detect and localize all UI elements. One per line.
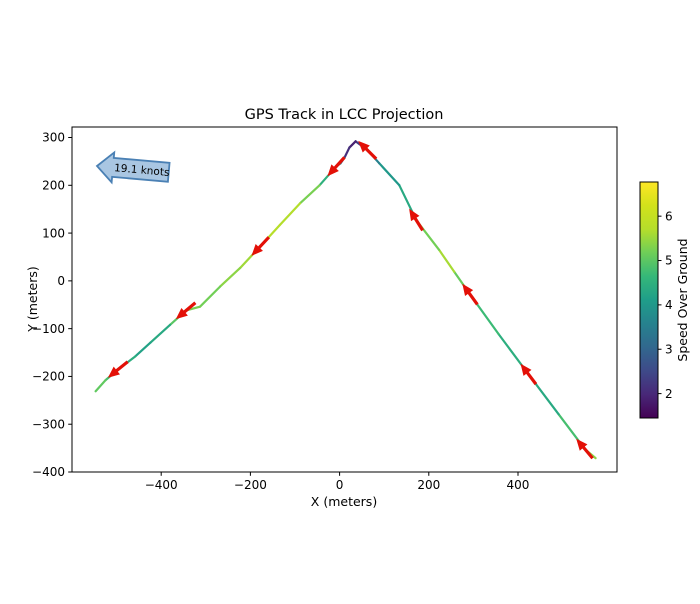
colorbar-label: Speed Over Ground: [675, 238, 690, 361]
x-axis-ticks: −400 −200 0 200 400: [145, 472, 530, 492]
speed-annotation: 19.1 knots: [95, 150, 171, 185]
colorbar-ticks: 2 3 4 5 6: [658, 209, 673, 401]
speed-annotation-text: 19.1 knots: [114, 162, 170, 179]
colorbar-tick-label: 6: [665, 209, 673, 223]
x-tick-label: −400: [145, 478, 178, 492]
heading-arrow-icon: [358, 140, 378, 161]
y-tick-label: −400: [32, 465, 65, 479]
heading-arrow-icon: [462, 283, 479, 306]
colorbar: [639, 181, 659, 419]
x-tick-label: 200: [417, 478, 440, 492]
track-segment: [278, 202, 302, 227]
plot-frame: [71, 126, 618, 473]
track-segment: [94, 379, 107, 393]
x-tick-label: −200: [234, 478, 267, 492]
y-tick-label: 300: [42, 131, 65, 145]
x-tick-label: 400: [507, 478, 530, 492]
track-segment: [218, 266, 242, 288]
heading-arrow-icon: [251, 236, 271, 256]
track-segment: [298, 184, 321, 205]
heading-quiver-arrows: [107, 140, 594, 460]
colorbar-tick-label: 3: [665, 342, 673, 356]
colorbar-tick-label: 4: [665, 298, 673, 312]
track-segment: [343, 146, 351, 159]
y-axis-label: Y (meters): [25, 266, 40, 332]
y-tick-label: 200: [42, 178, 65, 192]
y-tick-label: 0: [57, 274, 65, 288]
heading-arrow-icon: [520, 363, 538, 386]
track-segment: [134, 341, 152, 358]
colorbar-tick-label: 2: [665, 387, 673, 401]
track-segment: [348, 140, 357, 149]
x-axis-label: X (meters): [311, 494, 377, 509]
heading-arrow-icon: [175, 301, 197, 320]
track-segment: [149, 323, 172, 344]
y-tick-label: −200: [32, 370, 65, 384]
track-segment: [437, 248, 456, 273]
track-segment: [378, 162, 401, 187]
track-segment: [198, 285, 222, 308]
x-tick-label: 0: [336, 478, 344, 492]
y-axis-ticks: 300 200 100 0 −100 −200 −300 −400: [32, 131, 72, 479]
heading-arrow-icon: [107, 360, 129, 378]
chart-title: GPS Track in LCC Projection: [245, 107, 444, 123]
colorbar-tick-label: 5: [665, 254, 673, 268]
speed-annotation-arrow-icon: [95, 150, 171, 185]
y-tick-label: −100: [32, 322, 65, 336]
heading-arrow-icon: [327, 156, 346, 177]
heading-arrow-icon: [576, 438, 594, 460]
y-tick-label: 100: [42, 226, 65, 240]
y-tick-label: −300: [32, 417, 65, 431]
heading-arrow-icon: [409, 208, 425, 232]
